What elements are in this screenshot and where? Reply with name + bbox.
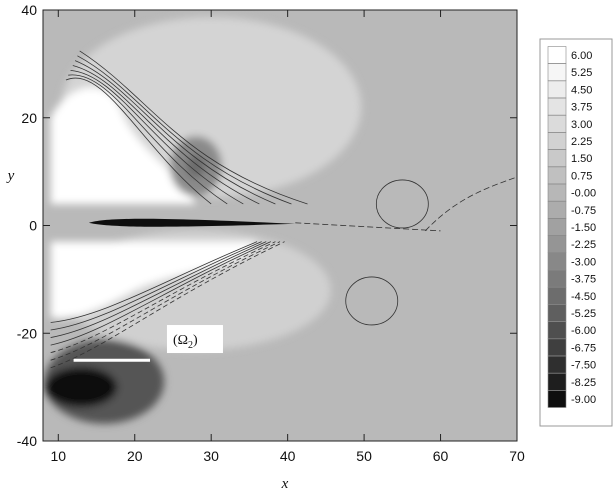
legend-swatch [547, 115, 567, 133]
legend-swatch [547, 372, 567, 391]
x-tick-label: 50 [356, 448, 372, 464]
contour-line [50, 241, 262, 331]
x-tick-label: 70 [509, 448, 525, 464]
legend-swatch [547, 80, 567, 99]
legend-label: 3.00 [571, 119, 592, 131]
legend-swatch [547, 390, 567, 408]
legend-items: 6.00 5.25 4.50 3.75 3.00 2.25 1.50 0.75 -0.00 -0.… [547, 46, 596, 408]
legend-label: 3.75 [571, 102, 592, 114]
contour-line [72, 65, 260, 205]
x-axis: 10 20 30 40 50 60 70 [51, 10, 525, 464]
contour-line [424, 176, 517, 232]
y-tick-label: 40 [21, 2, 37, 18]
contour-line [50, 241, 258, 323]
legend-swatch [547, 218, 567, 236]
contour-line [79, 50, 308, 205]
legend-swatch [547, 252, 567, 271]
legend-label: -0.75 [571, 205, 596, 217]
legend-swatch [547, 149, 567, 167]
legend-label: -6.00 [571, 325, 596, 337]
contour-lines [50, 50, 517, 369]
contour-line [70, 69, 244, 205]
annotation-label: (Ω2) [173, 333, 198, 351]
x-tick-label: 10 [51, 448, 67, 464]
legend-swatch [547, 355, 567, 374]
contour-line [74, 60, 276, 205]
contour-line [50, 241, 281, 361]
annotation-box [166, 325, 223, 354]
y-tick-label: -40 [17, 433, 37, 449]
contour-line [50, 241, 285, 369]
y-axis: 40 20 0 -20 -40 [17, 2, 517, 449]
contour-line [65, 77, 212, 205]
legend-label: 0.75 [571, 170, 592, 182]
legend-label: 5.25 [571, 67, 592, 79]
legend-label: -4.50 [571, 291, 596, 303]
legend-label: -8.25 [571, 377, 596, 389]
contour-loop [375, 179, 429, 229]
legend-swatch [547, 166, 567, 185]
y-axis-label: y [6, 168, 15, 184]
legend-swatch [547, 183, 567, 202]
legend-label: -1.50 [571, 222, 596, 234]
legend-swatch [547, 46, 567, 64]
x-tick-label: 30 [203, 448, 219, 464]
jet-core [88, 218, 296, 227]
legend-swatch [547, 201, 567, 219]
x-axis-label: x [281, 476, 289, 492]
y-tick-label: -20 [17, 325, 37, 341]
y-tick-label: 20 [21, 110, 37, 126]
x-tick-label: 40 [280, 448, 296, 464]
legend-swatch [547, 321, 567, 340]
upper-bright-region [50, 87, 196, 204]
legend-label: 4.50 [571, 84, 592, 96]
contour-line [50, 241, 276, 354]
x-tick-label: 20 [127, 448, 143, 464]
legend-swatch [547, 338, 567, 357]
legend-label: -3.00 [571, 256, 596, 268]
legend-label: -6.75 [571, 342, 596, 354]
legend-label: -2.25 [571, 239, 596, 251]
legend-label: 2.25 [571, 136, 592, 148]
y-tick-label: 0 [29, 218, 37, 234]
legend-swatch [547, 304, 567, 322]
legend-label: 1.50 [571, 153, 592, 165]
legend: 6.00 5.25 4.50 3.75 3.00 2.25 1.50 0.75 -0.00 -0.… [539, 38, 613, 427]
contour-line [50, 241, 267, 338]
contour-line [295, 222, 441, 232]
contour-loop [345, 276, 399, 326]
lower-dark-lobe [45, 367, 118, 408]
legend-swatch [547, 132, 567, 150]
contour-line [68, 74, 228, 205]
x-tick-label: 60 [433, 448, 449, 464]
legend-label: -7.50 [571, 360, 596, 372]
legend-label: -3.75 [571, 274, 596, 286]
contour-line [50, 241, 271, 346]
legend-label: -9.00 [571, 394, 596, 406]
legend-label: -5.25 [571, 308, 596, 320]
legend-swatch [547, 63, 567, 82]
legend-swatch [547, 286, 567, 305]
legend-swatch [547, 97, 567, 116]
legend-swatch [547, 269, 567, 288]
region-annotation: (Ω2) [73, 325, 223, 362]
legend-swatch [547, 235, 567, 253]
lower-bright-region [50, 241, 258, 319]
legend-label: 6.00 [571, 50, 592, 62]
plot-area [43, 10, 517, 441]
legend-label: -0.00 [571, 188, 596, 200]
contour-line [77, 55, 292, 205]
